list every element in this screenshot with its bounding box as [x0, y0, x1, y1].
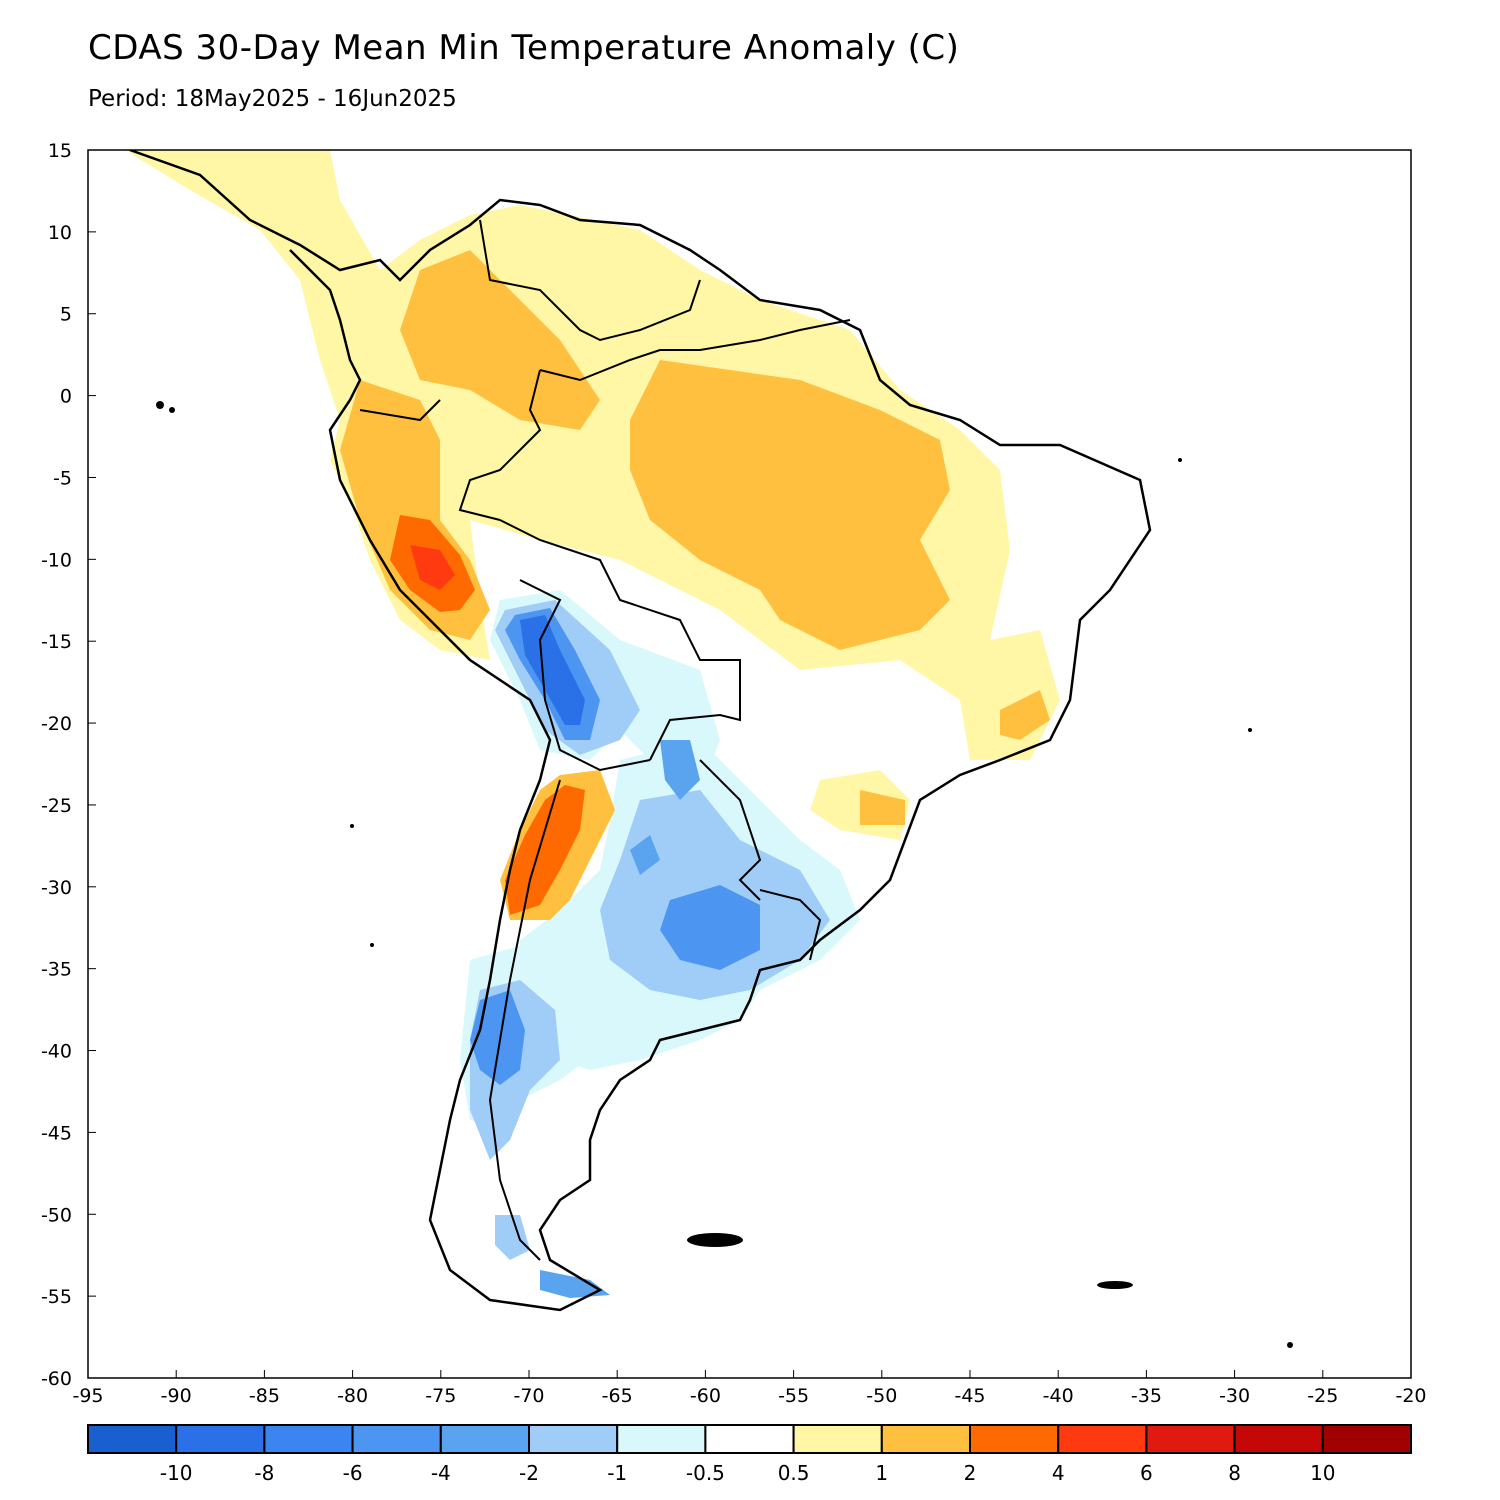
colorbar-swatch — [528, 1424, 619, 1454]
lon-tick-label: -20 — [1395, 1385, 1426, 1407]
colorbar-label: 2 — [964, 1461, 977, 1485]
chart-subtitle: Period: 18May2025 - 16Jun2025 — [88, 86, 457, 112]
colorbar-label: 10 — [1310, 1461, 1335, 1485]
colorbar-label: -4 — [431, 1461, 451, 1485]
lon-tick-label: -80 — [337, 1385, 368, 1407]
islands — [156, 401, 1293, 1348]
colorbar-label: 8 — [1228, 1461, 1241, 1485]
lat-tick-label: -40 — [41, 1041, 72, 1063]
lon-tick-label: -70 — [513, 1385, 544, 1407]
country-borders — [359, 219, 851, 1261]
colorbar-swatch — [439, 1424, 530, 1454]
colorbar-label: -0.5 — [686, 1461, 725, 1485]
colorbar-swatch — [351, 1424, 442, 1454]
colorbar-label: 0.5 — [778, 1461, 810, 1485]
colorbar-label: 1 — [875, 1461, 888, 1485]
longitude-axis: -95 -90 -85 -80 -75 -70 -65 -60 -55 -50 -45 -40 -35 -… — [72, 1370, 1427, 1407]
colorbar-swatch — [1321, 1424, 1413, 1454]
lat-tick-label: 15 — [48, 140, 72, 162]
lat-tick-label: -20 — [41, 713, 72, 735]
colorbar-swatch — [263, 1424, 354, 1454]
colorbar-label: 4 — [1052, 1461, 1065, 1485]
anomaly-region-cordoba-cold — [630, 835, 660, 875]
colorbar-label: -1 — [607, 1461, 627, 1485]
anomaly-region-andes-hot — [505, 785, 585, 915]
lon-tick-label: -65 — [602, 1385, 633, 1407]
lat-tick-label: 5 — [60, 304, 72, 326]
lon-tick-label: -35 — [1131, 1385, 1162, 1407]
lat-tick-label: -50 — [41, 1204, 72, 1226]
colorbar-swatch — [1233, 1424, 1324, 1454]
lat-tick-label: -55 — [41, 1286, 72, 1308]
anomaly-region-argentina-north-cold — [660, 740, 700, 800]
colorbar-label: -8 — [254, 1461, 274, 1485]
chart-title: CDAS 30-Day Mean Min Temperature Anomaly… — [88, 28, 960, 68]
lon-tick-label: -85 — [249, 1385, 280, 1407]
lon-tick-label: -95 — [72, 1385, 103, 1407]
lon-tick-label: -75 — [425, 1385, 456, 1407]
lon-tick-label: -60 — [690, 1385, 721, 1407]
colorbar-label: -2 — [519, 1461, 539, 1485]
lat-tick-label: -30 — [41, 877, 72, 899]
colorbar-swatch — [969, 1424, 1060, 1454]
colorbar-label: -10 — [160, 1461, 193, 1485]
colorbar-swatch — [704, 1424, 795, 1454]
lon-tick-label: -30 — [1219, 1385, 1250, 1407]
lat-tick-label: -10 — [41, 549, 72, 571]
lat-tick-label: 10 — [48, 222, 72, 244]
anomaly-region-tierra-cool — [495, 1215, 530, 1260]
colorbar-label: 6 — [1140, 1461, 1153, 1485]
anomaly-region-peru-hottest — [410, 545, 455, 590]
anomaly-region-argentina-colder — [660, 885, 760, 970]
anomaly-region-bolivia-coldest — [520, 615, 585, 725]
lat-tick-label: -35 — [41, 959, 72, 981]
colorbar: -10 -8 -6 -4 -2 -1 -0.5 0.5 1 2 4 6 8 10 — [87, 1424, 1413, 1485]
colorbar-swatch — [87, 1424, 178, 1454]
anomaly-region-amazon-warm — [630, 360, 950, 650]
colorbar-swatch — [880, 1424, 971, 1454]
lon-tick-label: -25 — [1307, 1385, 1338, 1407]
colorbar-swatch — [1145, 1424, 1236, 1454]
colorbar-swatch — [792, 1424, 883, 1454]
colorbar-swatch — [616, 1424, 707, 1454]
continent-outline — [129, 150, 1152, 1312]
lon-tick-label: -50 — [866, 1385, 897, 1407]
anomaly-region-se-brazil-orange — [860, 790, 905, 825]
lon-tick-label: -45 — [954, 1385, 985, 1407]
colorbar-swatch — [175, 1424, 266, 1454]
lat-tick-label: -5 — [53, 467, 72, 489]
lon-tick-label: -90 — [161, 1385, 192, 1407]
lat-tick-label: -45 — [41, 1122, 72, 1144]
lat-tick-label: 0 — [60, 386, 72, 408]
lat-tick-label: -60 — [41, 1368, 72, 1390]
map-frame — [87, 149, 1412, 1379]
lat-tick-label: -25 — [41, 795, 72, 817]
colorbar-swatch — [1057, 1424, 1148, 1454]
anomaly-region-tierra-fuego-cool — [540, 1270, 610, 1298]
colorbar-label: -6 — [343, 1461, 363, 1485]
latitude-axis: 15 10 5 0 -5 -10 -15 -20 -25 -30 -35 -40 -45 -50 -55 -6… — [41, 140, 96, 1390]
anomaly-field — [125, 150, 1293, 1348]
lat-tick-label: -15 — [41, 631, 72, 653]
lon-tick-label: -55 — [778, 1385, 809, 1407]
anomaly-region-east-brazil-orange — [1000, 690, 1050, 740]
lon-tick-label: -40 — [1043, 1385, 1074, 1407]
anomaly-region-colombia-warm — [400, 250, 600, 430]
